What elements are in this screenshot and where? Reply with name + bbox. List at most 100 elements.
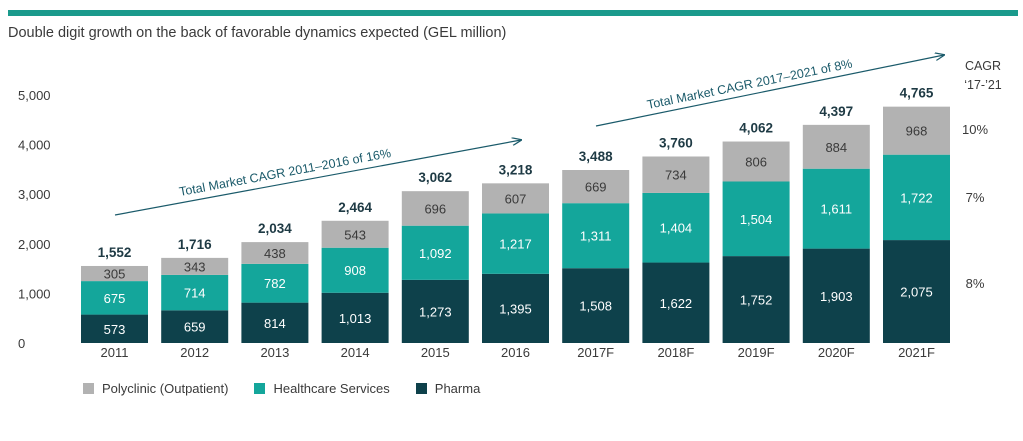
bar-pharma	[562, 268, 630, 343]
x-tick-label: 2017F	[577, 345, 614, 360]
bar-healthcare-services	[642, 192, 710, 263]
total-label: 1,716	[178, 237, 212, 252]
data-label-polyclinic-outpatient: 343	[184, 259, 206, 274]
data-label-healthcare-services: 1,611	[821, 202, 853, 217]
bar-pharma	[883, 240, 950, 343]
bar-polyclinic-outpatient	[321, 220, 389, 248]
cagr-header: ‘17-’21	[964, 78, 1002, 92]
cagr-header: CAGR	[965, 59, 1001, 73]
data-label-pharma: 814	[264, 316, 286, 331]
bar-polyclinic-outpatient	[562, 169, 630, 204]
data-label-polyclinic-outpatient: 696	[424, 201, 446, 216]
data-label-pharma: 1,395	[499, 301, 532, 316]
data-label-healthcare-services: 1,504	[740, 212, 773, 227]
bar-polyclinic-outpatient	[642, 156, 710, 193]
bar-pharma	[321, 292, 389, 343]
x-tick-label: 2021F	[898, 345, 935, 360]
bar-healthcare-services	[161, 274, 229, 311]
data-label-polyclinic-outpatient: 543	[344, 227, 366, 242]
data-label-pharma: 1,013	[339, 311, 372, 326]
bar-healthcare-services	[883, 154, 950, 241]
bar-polyclinic-outpatient	[802, 124, 870, 169]
bar-pharma	[722, 256, 790, 343]
y-tick-label: 4,000	[18, 138, 51, 153]
bar-healthcare-services	[241, 263, 309, 303]
bar-healthcare-services	[802, 168, 870, 249]
bar-healthcare-services	[321, 247, 389, 293]
data-label-polyclinic-outpatient: 607	[505, 191, 527, 206]
legend-item-pharma: Pharma	[415, 381, 480, 396]
total-label: 2,464	[338, 200, 372, 215]
data-label-pharma: 1,622	[660, 296, 693, 311]
data-label-healthcare-services: 782	[264, 276, 286, 291]
bar-pharma	[401, 279, 469, 343]
data-label-polyclinic-outpatient: 968	[906, 124, 928, 139]
data-label-healthcare-services: 908	[344, 263, 366, 278]
bar-polyclinic-outpatient	[722, 141, 790, 182]
y-tick-label: 2,000	[18, 237, 51, 252]
legend-swatch-pharma	[415, 383, 427, 394]
bar-healthcare-services	[401, 225, 469, 280]
legend-swatch-polyclinic	[83, 383, 94, 394]
total-label: 3,760	[659, 136, 693, 151]
cagr-trend-label: Total Market CAGR 2011–2016 of 16%	[178, 146, 392, 199]
cagr-value-healthcare-services: 7%	[966, 190, 985, 205]
total-label: 2,034	[258, 221, 292, 236]
data-label-pharma: 1,752	[740, 293, 773, 308]
bar-pharma	[241, 302, 309, 343]
bar-polyclinic-outpatient	[241, 242, 309, 264]
x-tick-label: 2014	[341, 345, 370, 360]
data-label-polyclinic-outpatient: 305	[104, 267, 126, 282]
bar-healthcare-services	[722, 181, 790, 257]
cagr-value-pharma: 8%	[966, 276, 985, 291]
x-tick-label: 2015	[421, 345, 450, 360]
bar-pharma	[161, 310, 229, 343]
bar-pharma	[482, 273, 549, 343]
bar-pharma	[642, 262, 710, 343]
total-label: 3,488	[579, 149, 613, 164]
x-tick-label: 2016	[501, 345, 530, 360]
x-tick-label: 2018F	[657, 345, 694, 360]
legend-swatch-healthcare	[254, 383, 266, 394]
data-label-pharma: 1,508	[579, 299, 612, 314]
x-tick-label: 2020F	[818, 345, 855, 360]
data-label-healthcare-services: 1,404	[660, 221, 693, 236]
legend: Polyclinic (Outpatient) Healthcare Servi…	[83, 381, 506, 396]
bar-polyclinic-outpatient	[482, 183, 549, 214]
data-label-healthcare-services: 1,311	[580, 229, 612, 244]
data-label-pharma: 1,903	[820, 289, 853, 304]
data-label-polyclinic-outpatient: 806	[745, 155, 767, 170]
bar-polyclinic-outpatient	[883, 106, 950, 155]
legend-item-polyclinic: Polyclinic (Outpatient)	[83, 381, 228, 396]
total-label: 3,062	[418, 170, 452, 185]
data-label-pharma: 1,273	[419, 304, 452, 319]
data-label-healthcare-services: 675	[104, 291, 126, 306]
data-label-pharma: 573	[104, 322, 126, 337]
cagr-trend-arrow	[114, 140, 521, 216]
cagr-trend-arrow	[595, 55, 944, 127]
bar-healthcare-services	[482, 213, 549, 274]
y-tick-label: 1,000	[18, 286, 51, 301]
bar-pharma	[81, 314, 148, 343]
y-tick-label: 0	[18, 336, 25, 351]
data-label-healthcare-services: 1,722	[900, 190, 933, 205]
total-label: 1,552	[98, 245, 132, 260]
bar-healthcare-services	[81, 281, 148, 315]
total-label: 3,218	[499, 162, 533, 177]
total-label: 4,062	[739, 121, 773, 136]
data-label-healthcare-services: 1,217	[499, 237, 532, 252]
bar-pharma	[802, 248, 870, 343]
total-label: 4,765	[900, 86, 934, 101]
chart-subtitle: Double digit growth on the back of favor…	[8, 25, 507, 41]
bar-polyclinic-outpatient	[401, 191, 469, 226]
x-tick-label: 2019F	[738, 345, 775, 360]
cagr-value-polyclinic-outpatient: 10%	[962, 122, 988, 137]
legend-item-healthcare: Healthcare Services	[254, 381, 390, 396]
x-tick-label: 2013	[260, 345, 289, 360]
total-label: 4,397	[819, 104, 853, 119]
data-label-polyclinic-outpatient: 438	[264, 246, 286, 261]
data-label-healthcare-services: 714	[184, 286, 206, 301]
data-label-polyclinic-outpatient: 734	[665, 168, 687, 183]
y-tick-label: 3,000	[18, 187, 51, 202]
